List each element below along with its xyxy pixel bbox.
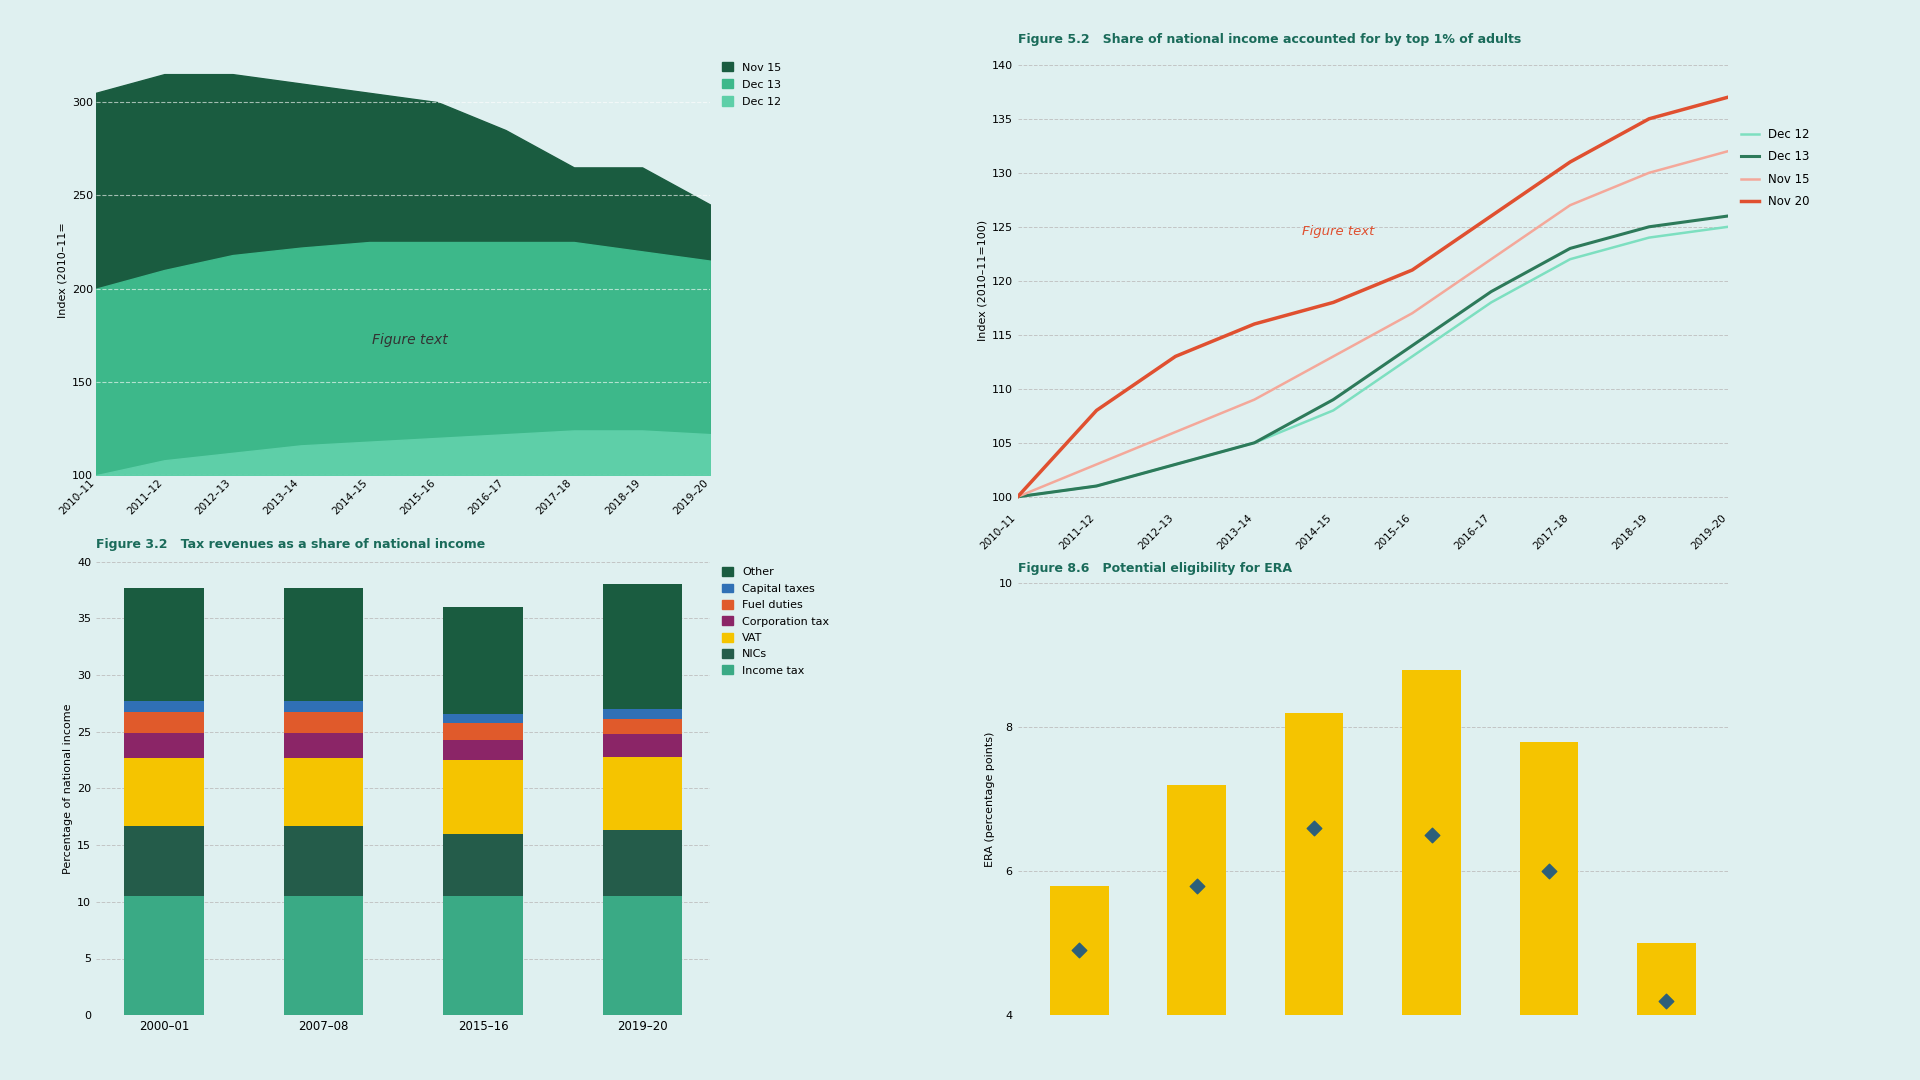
Point [1181, 877, 1212, 894]
Point [1064, 942, 1094, 959]
Dec 13 [1085, 480, 1108, 492]
Y-axis label: ERA (percentage points): ERA (percentage points) [985, 731, 995, 867]
Nov 15 [1638, 166, 1661, 179]
Nov 20 [1085, 404, 1108, 417]
Bar [284, 701, 363, 713]
Text: Figure text: Figure text [1302, 226, 1375, 239]
Nov 15 [1164, 426, 1187, 438]
Nov 15 [1716, 145, 1740, 158]
Bar [444, 714, 522, 723]
Bar [284, 588, 363, 701]
Line: Nov 20: Nov 20 [1018, 97, 1728, 497]
Dec 12 [1638, 231, 1661, 244]
Line: Dec 12: Dec 12 [1018, 227, 1728, 497]
Dec 12 [1085, 480, 1108, 492]
Bar [1638, 943, 1695, 1015]
Bar [1402, 670, 1461, 1015]
Dec 12 [1242, 436, 1265, 449]
Bar [603, 831, 682, 896]
Nov 20 [1402, 264, 1425, 276]
Point [1298, 820, 1329, 837]
Bar [284, 733, 363, 758]
Bar [603, 719, 682, 734]
Legend: Other, Capital taxes, Fuel duties, Corporation tax, VAT, NICs, Income tax: Other, Capital taxes, Fuel duties, Corpo… [722, 567, 829, 676]
Bar [125, 826, 204, 896]
Legend: Dec 12, Dec 13, Nov 15, Nov 20: Dec 12, Dec 13, Nov 15, Nov 20 [1741, 127, 1811, 208]
Dec 13 [1480, 285, 1503, 298]
Bar [125, 701, 204, 713]
Dec 12 [1559, 253, 1582, 266]
Bar [444, 740, 522, 760]
Nov 15 [1480, 253, 1503, 266]
Nov 20 [1164, 350, 1187, 363]
Bar [444, 834, 522, 896]
Bar [284, 713, 363, 733]
Bar [444, 607, 522, 714]
Dec 13 [1716, 210, 1740, 222]
Dec 12 [1402, 350, 1425, 363]
Nov 15 [1085, 458, 1108, 471]
Bar [444, 723, 522, 740]
Dec 12 [1164, 458, 1187, 471]
Dec 12 [1006, 490, 1029, 503]
Dec 13 [1006, 490, 1029, 503]
Text: Figure text: Figure text [372, 333, 447, 347]
Dec 13 [1638, 220, 1661, 233]
Bar [444, 896, 522, 1015]
Bar [1284, 713, 1344, 1015]
Y-axis label: Index (2010–11=: Index (2010–11= [58, 222, 67, 318]
Bar [284, 896, 363, 1015]
Bar [603, 710, 682, 719]
Dec 13 [1559, 242, 1582, 255]
Bar [284, 758, 363, 826]
Bar [603, 584, 682, 708]
Point [1651, 993, 1682, 1010]
Bar [1167, 785, 1227, 1015]
Dec 12 [1716, 220, 1740, 233]
Line: Nov 15: Nov 15 [1018, 151, 1728, 497]
Nov 15 [1321, 350, 1344, 363]
Line: Dec 13: Dec 13 [1018, 216, 1728, 497]
Text: Figure 3.2   Tax revenues as a share of national income: Figure 3.2 Tax revenues as a share of na… [96, 538, 486, 551]
Bar [284, 826, 363, 896]
Y-axis label: Percentage of national income: Percentage of national income [63, 703, 73, 874]
Point [1534, 863, 1565, 880]
Nov 20 [1242, 318, 1265, 330]
Nov 15 [1242, 393, 1265, 406]
Bar [444, 760, 522, 834]
Text: Figure 8.6   Potential eligibility for ERA: Figure 8.6 Potential eligibility for ERA [1018, 562, 1292, 575]
Text: Figure 5.2   Share of national income accounted for by top 1% of adults: Figure 5.2 Share of national income acco… [1018, 32, 1521, 45]
Dec 13 [1164, 458, 1187, 471]
Nov 20 [1638, 112, 1661, 125]
Bar [125, 588, 204, 701]
Bar [603, 734, 682, 757]
Bar [1519, 742, 1578, 1015]
Nov 20 [1006, 490, 1029, 503]
Nov 20 [1321, 296, 1344, 309]
Y-axis label: Index (2010–11=100): Index (2010–11=100) [977, 220, 987, 341]
Nov 20 [1480, 210, 1503, 222]
Bar [125, 896, 204, 1015]
Bar [603, 757, 682, 831]
Bar [603, 896, 682, 1015]
Nov 20 [1559, 156, 1582, 168]
Dec 13 [1402, 339, 1425, 352]
Bar [125, 713, 204, 733]
Nov 20 [1716, 91, 1740, 104]
Dec 12 [1321, 404, 1344, 417]
Legend: Nov 15, Dec 13, Dec 12: Nov 15, Dec 13, Dec 12 [722, 63, 781, 107]
Bar [1050, 886, 1108, 1015]
Nov 15 [1402, 307, 1425, 320]
Bar [125, 733, 204, 758]
Nov 15 [1559, 199, 1582, 212]
Dec 13 [1242, 436, 1265, 449]
Dec 13 [1321, 393, 1344, 406]
Bar [125, 758, 204, 826]
Dec 12 [1480, 296, 1503, 309]
Nov 15 [1006, 490, 1029, 503]
Point [1417, 826, 1448, 843]
